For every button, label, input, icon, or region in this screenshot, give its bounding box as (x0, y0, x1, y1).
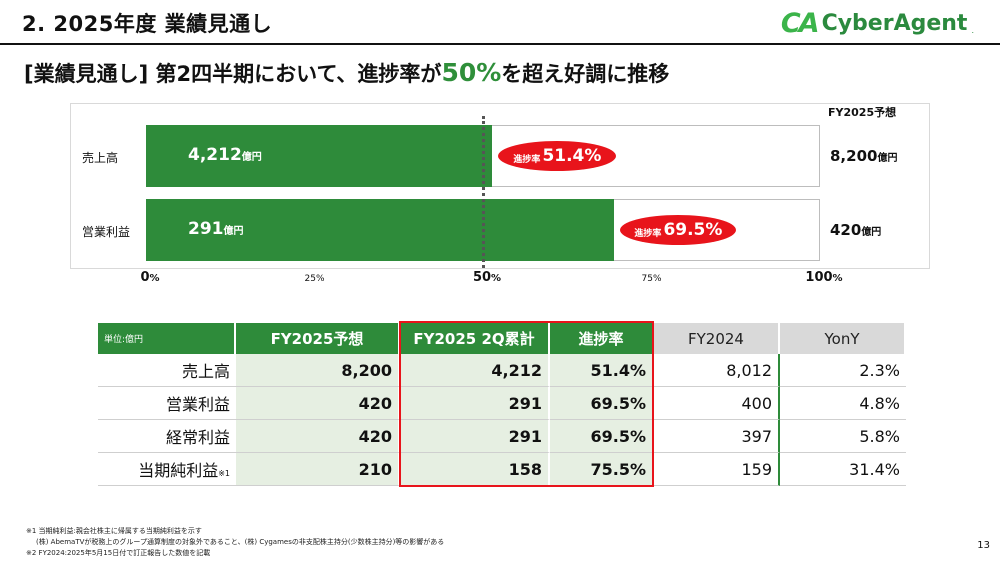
table-row: 経常利益 420 291 69.5% 397 5.8% (98, 420, 906, 453)
bar-category-label: 営業利益 (82, 225, 131, 239)
target-header: FY2025予想 (828, 106, 897, 119)
table-cell: 8,012 (654, 354, 780, 387)
table-cell: 8,200 (236, 354, 400, 387)
axis-tick-label: 0% (140, 270, 160, 285)
table-header-row: 単位:億円 FY2025予想 FY2025 2Q累計 進捗率 FY2024 Yo… (98, 323, 906, 354)
title-divider (0, 43, 1000, 45)
target-value: 420億円 (830, 221, 882, 239)
table-cell: 4,212 (400, 354, 550, 387)
page-title: 2. 2025年度 業績見通し (22, 12, 273, 36)
table-cell: 51.4% (550, 354, 654, 387)
row-label: 経常利益 (98, 420, 236, 453)
table-cell: 159 (654, 453, 780, 486)
row-note: ※1 (218, 469, 230, 478)
reference-line-50 (482, 116, 485, 268)
cyberagent-logo: CA CyberAgent . (781, 8, 974, 39)
row-label-text: 営業利益 (165, 395, 230, 414)
row-label: 売上高 (98, 354, 236, 387)
col-fy2024: FY2024 (654, 323, 780, 354)
axis-tick-label: 50% (472, 270, 502, 285)
bar-actual (146, 125, 493, 187)
axis-tick-label: 75% (641, 274, 662, 284)
footnote-1: ※1 当期純利益:親会社株主に帰属する当期純利益を示す (26, 527, 202, 535)
subtitle-suffix: を超え好調に推移 (501, 62, 670, 86)
logo-text: CyberAgent (821, 11, 968, 36)
target-value: 8,200億円 (830, 147, 898, 165)
unit-label: 億円 (861, 227, 882, 238)
unit-label: 単位:億円 (98, 323, 236, 354)
table-cell: 291 (400, 387, 550, 420)
table-cell: 210 (236, 453, 400, 486)
logo-mark: CA (780, 8, 820, 39)
table-cell: 420 (236, 387, 400, 420)
progress-badge: 進捗率 51.4% (498, 141, 617, 171)
col-progress: 進捗率 (550, 323, 654, 354)
axis-tick-label: 100% (805, 270, 843, 285)
axis-tick-suffix: % (832, 273, 843, 284)
axis-tick-suffix: % (491, 273, 502, 284)
table-row: 売上高 8,200 4,212 51.4% 8,012 2.3% (98, 354, 906, 387)
table-cell: 4.8% (780, 387, 906, 420)
axis-tick-label: 25% (304, 274, 325, 284)
progress-badge-value: 51.4% (542, 146, 602, 166)
bar-actual (146, 199, 615, 261)
bar-actual-value: 4,212億円 (188, 145, 262, 165)
chart-frame (70, 103, 930, 269)
unit-label: 億円 (877, 153, 898, 164)
subtitle-prefix: [業績見通し] 第2四半期において、進捗率が (24, 62, 442, 86)
col-fy2025-forecast: FY2025予想 (236, 323, 400, 354)
table-cell: 69.5% (550, 420, 654, 453)
table-row: 当期純利益※1 210 158 75.5% 159 31.4% (98, 453, 906, 486)
bar-category-label: 売上高 (82, 151, 119, 165)
row-label-text: 当期純利益 (138, 461, 219, 480)
table-cell: 400 (654, 387, 780, 420)
table-cell: 5.8% (780, 420, 906, 453)
unit-label: 億円 (241, 152, 262, 163)
table-cell: 69.5% (550, 387, 654, 420)
footnote-1-detail: (株) AbemaTVが税務上のグループ通算制度の対象外であること、(株) Cy… (36, 538, 445, 546)
footnote-2: ※2 FY2024:2025年5月15日付で訂正報告した数値を記載 (26, 549, 211, 557)
slide-subtitle: [業績見通し] 第2四半期において、進捗率が50%を超え好調に推移 (24, 58, 669, 88)
bar-actual-value: 291億円 (188, 219, 244, 239)
progress-badge-value: 69.5% (663, 220, 723, 240)
subtitle-highlight: 50% (441, 58, 502, 87)
progress-badge: 進捗率 69.5% (620, 215, 737, 245)
progress-badge-label: 進捗率 (513, 154, 541, 165)
forecast-table: 単位:億円 FY2025予想 FY2025 2Q累計 進捗率 FY2024 Yo… (98, 323, 906, 486)
row-label: 当期純利益※1 (98, 453, 236, 486)
axis-tick-suffix: % (149, 273, 160, 284)
page-number: 13 (977, 540, 990, 551)
table-cell: 397 (654, 420, 780, 453)
table-cell: 75.5% (550, 453, 654, 486)
row-label-text: 売上高 (181, 362, 230, 381)
col-yony: YonY (780, 323, 906, 354)
col-fy2025-2q: FY2025 2Q累計 (400, 323, 550, 354)
table-cell: 420 (236, 420, 400, 453)
table-cell: 158 (400, 453, 550, 486)
table-cell: 31.4% (780, 453, 906, 486)
table-cell: 2.3% (780, 354, 906, 387)
row-label: 営業利益 (98, 387, 236, 420)
unit-label: 億円 (223, 226, 244, 237)
progress-badge-label: 進捗率 (634, 228, 662, 239)
logo-suffix: . (971, 26, 974, 35)
table-cell: 291 (400, 420, 550, 453)
table-row: 営業利益 420 291 69.5% 400 4.8% (98, 387, 906, 420)
row-label-text: 経常利益 (165, 428, 230, 447)
